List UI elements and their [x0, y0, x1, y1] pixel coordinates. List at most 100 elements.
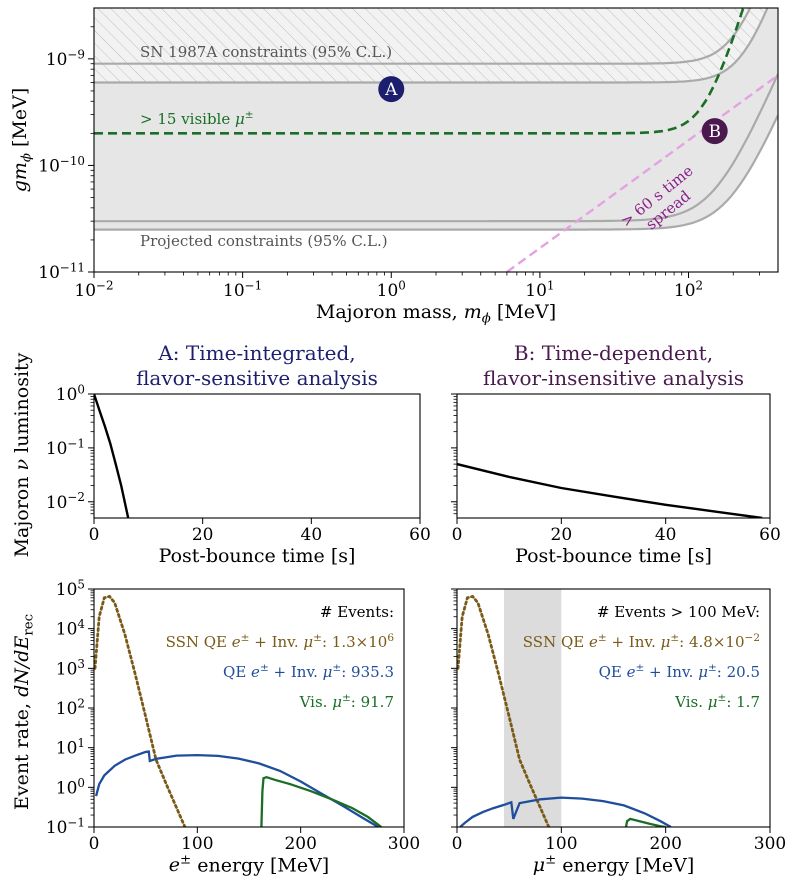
lg-pre: SSN QE	[166, 633, 232, 651]
lg-val: : 20.5	[717, 663, 760, 681]
point-label-A: A	[384, 80, 398, 100]
lg-val: : 935.3	[341, 663, 394, 681]
top-ytick-label: 10−9	[46, 47, 85, 70]
mid-y-axis-label: Majoron ν luminosity	[11, 352, 33, 557]
vis-mu: μ	[235, 110, 245, 128]
bottom-right-legend-entry-2: Vis. μ±: 1.7	[674, 692, 760, 711]
lg-pre: Vis.	[299, 693, 333, 711]
mid-left-ytick-label-exp: 0	[77, 382, 85, 396]
mid-right-xtick-text: 0	[452, 525, 463, 545]
top-ytick-label: 10−11	[38, 260, 85, 283]
sn-constraint-label: SN 1987A constraints (95% C.L.)	[140, 43, 392, 61]
bottom-right-xtick-label: 100	[545, 834, 577, 854]
mid-left-axes-frame	[93, 393, 421, 519]
bottom-y-axis-label: Event rate, dN/dErec	[11, 614, 37, 810]
yb-m: dN/dE	[11, 636, 33, 697]
top-xtick-label-base: 10	[674, 281, 696, 301]
top-ytick-label-exp: −11	[60, 260, 85, 274]
bottom-left-xl: energy [MeV]	[191, 854, 329, 876]
x-m: m	[464, 301, 482, 323]
bottom-left-ytick-label: 100	[56, 776, 85, 799]
lg-musup: ±	[718, 692, 727, 704]
bottom-right-lh: # Events > 100 MeV:	[597, 603, 760, 621]
bottom-right-xtick-text: 0	[452, 834, 463, 854]
bottom-left-ytick-label-base: 10	[56, 778, 78, 798]
y-u: [MeV]	[9, 88, 31, 153]
mid-left-title-line2: flavor-sensitive analysis	[136, 366, 378, 390]
bottom-left-ytick-label-base: 10	[56, 580, 78, 600]
visible-muon-label: > 15 visible μ±	[140, 109, 254, 128]
bottom-left-lh: # Events:	[320, 603, 394, 621]
bottom-left-xtick-label: 200	[284, 834, 316, 854]
bottom-right-xpm: ±	[545, 853, 556, 868]
lg-esup: ±	[241, 632, 250, 644]
mid-left-ytick-label-base: 10	[46, 493, 68, 513]
mid-right-t1: B: Time-dependent,	[514, 341, 713, 365]
bottom-right-xtick-label: 300	[754, 834, 786, 854]
bottom-left-legend-entry-0: SSN QE e± + Inv. μ±: 1.3×106	[166, 632, 395, 651]
x-u: [MeV]	[491, 301, 556, 323]
point-label-B: B	[708, 122, 721, 142]
lg-pre: QE	[223, 663, 251, 681]
mid-left-xtick-label: 40	[301, 525, 323, 545]
lg-val: : 91.7	[351, 693, 394, 711]
mid-left-xtick-text: 20	[192, 525, 214, 545]
bottom-left-xpm: ±	[180, 853, 191, 868]
top-xtick-label-base: 10	[525, 281, 547, 301]
bottom-left-xtick-label: 0	[89, 834, 100, 854]
sn-label: SN 1987A constraints (95% C.L.)	[140, 43, 392, 61]
mid-left-ytick-label-base: 10	[56, 385, 78, 405]
top-xtick-label-base: 10	[223, 281, 245, 301]
bottom-right-xtick-label: 200	[649, 834, 681, 854]
top-y-label-text: gmϕ [MeV]	[9, 88, 35, 193]
mid-right-title-line1: B: Time-dependent,	[514, 341, 713, 365]
bottom-left-ytick-label: 101	[56, 736, 85, 759]
bottom-right-xtick-text: 300	[754, 834, 786, 854]
mid-left-x-axis-label: Post-bounce time [s]	[159, 545, 356, 567]
constraint-curve-2	[94, 73, 778, 223]
allowed-region-shade	[94, 8, 778, 230]
yb-s: rec	[22, 614, 37, 636]
ym-a: Majoron	[11, 470, 33, 557]
lg-musup: ±	[670, 632, 679, 644]
x-a: Majoron mass,	[316, 301, 464, 323]
lg-mu: μ	[698, 663, 708, 681]
lg-pre: Vis.	[674, 693, 708, 711]
vis-a: > 15 visible	[140, 110, 235, 128]
constraint-curve-1	[94, 8, 769, 84]
bottom-left-ytick-label: 104	[56, 617, 85, 640]
lg-musup: ±	[313, 632, 322, 644]
projected-label: Projected constraints (95% C.L.)	[140, 232, 388, 250]
top-x-axis-label: Majoron mass, mϕ [MeV]	[316, 301, 556, 327]
mid-left-ytick-label: 100	[56, 382, 85, 405]
point-label-A: A	[384, 80, 398, 100]
bottom-left-legend-header: # Events:	[320, 603, 394, 621]
bottom-left-xtick-text: 200	[284, 834, 316, 854]
lg-pre: SSN QE	[523, 633, 589, 651]
mid-left-ytick-label: 10−2	[46, 490, 85, 513]
top-ytick-label-base: 10	[38, 263, 60, 283]
top-xtick-label: 10−2	[74, 278, 113, 301]
bottom-left-ytick-label-exp: 0	[77, 776, 85, 790]
lg-post: + Inv.	[607, 633, 661, 651]
bottom-left-xtick-text: 300	[388, 834, 420, 854]
mid-right-xtick-label: 60	[759, 525, 781, 545]
mid-right-xtick-label: 0	[452, 525, 463, 545]
bottom-left-ytick-label-exp: 2	[77, 696, 85, 710]
lg-e: e	[589, 633, 598, 651]
bottom-left-ytick-label-base: 10	[46, 818, 68, 838]
bottom-left-ytick-label: 103	[56, 657, 85, 680]
bottom-right-xl: energy [MeV]	[556, 854, 694, 876]
top-ytick-label-exp: −9	[67, 47, 85, 61]
y-a: gm	[9, 162, 31, 192]
lg-mu: μ	[303, 633, 313, 651]
bottom-left-series-qe	[94, 750, 379, 827]
bottom-left-series-vis	[260, 775, 382, 827]
mid-right-xtick-label: 40	[655, 525, 677, 545]
bottom-left-ytick-label-base: 10	[56, 620, 78, 640]
lg-exp: 6	[387, 632, 394, 644]
ym-r: luminosity	[11, 352, 33, 459]
lg-e: e	[627, 663, 636, 681]
bottom-right-series-qe	[459, 796, 672, 827]
mid-left-xtick-label: 20	[192, 525, 214, 545]
